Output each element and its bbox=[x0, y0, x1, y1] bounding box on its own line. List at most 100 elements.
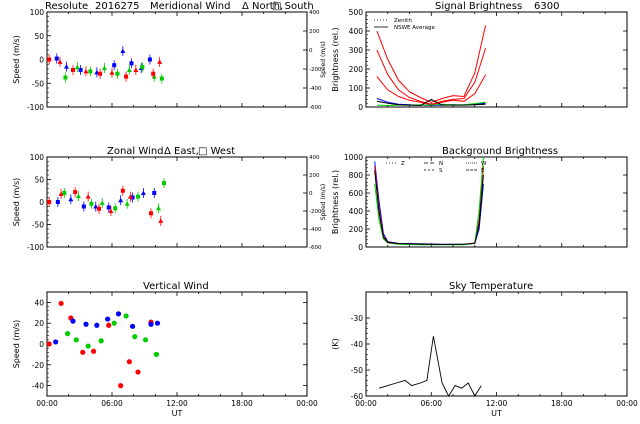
sky-x-tick-label: 00:00 bbox=[616, 399, 638, 408]
meridional-y-tick-label: -50 bbox=[32, 79, 44, 88]
vertical-point bbox=[106, 322, 112, 328]
meridional-point bbox=[88, 69, 93, 74]
signal-y-tick-label: 100 bbox=[349, 84, 364, 93]
vertical-point bbox=[115, 311, 122, 317]
zonal-point bbox=[120, 188, 125, 193]
zonal-point bbox=[73, 190, 78, 195]
zonal-right-y-tick-label: 0 bbox=[309, 191, 313, 197]
zonal-point bbox=[81, 204, 86, 209]
background-y-tick-label: 0 bbox=[358, 243, 363, 252]
zonal-panel: Zonal Wind Δ East, □ West -100 -50 0 50 100 Spee… bbox=[12, 146, 327, 252]
vertical-x-tick-label: 12:00 bbox=[166, 399, 188, 408]
zonal-y-tick-label: -50 bbox=[32, 221, 44, 230]
sky-x-tick-label: 00:00 bbox=[355, 399, 377, 408]
zonal-point bbox=[149, 211, 153, 216]
vertical-x-tick-label: 18:00 bbox=[231, 399, 253, 408]
zonal-point bbox=[85, 194, 91, 199]
zonal-point bbox=[158, 218, 164, 223]
background-legend-label: Z bbox=[401, 161, 405, 167]
background-legend-label: S bbox=[439, 168, 443, 174]
zonal-title-part: Δ East, bbox=[164, 146, 199, 157]
background-panel: Background Brightness 0 200 400 600 800 1000 Br… bbox=[331, 146, 628, 252]
vertical-y-tick-label: 40 bbox=[34, 298, 44, 307]
zonal-y-tick-label: -100 bbox=[27, 243, 44, 252]
zonal-y-tick-label: 0 bbox=[39, 198, 44, 207]
zonal-point bbox=[75, 193, 81, 199]
zonal-point bbox=[113, 206, 118, 211]
meridional-right-y-tick-label: 200 bbox=[309, 29, 320, 35]
sky-series-line bbox=[378, 336, 482, 397]
signal-series-line bbox=[376, 25, 487, 103]
meridional-point bbox=[83, 68, 89, 74]
signal-y-axis-label: Brightness (rel.) bbox=[331, 27, 340, 91]
zonal-point bbox=[58, 191, 64, 196]
vertical-point bbox=[94, 322, 100, 328]
vertical-plot-frame bbox=[46, 291, 308, 397]
zonal-point bbox=[97, 206, 101, 211]
zonal-right-y-tick-label: -600 bbox=[309, 245, 322, 251]
signal-y-tick-label: 300 bbox=[349, 46, 364, 55]
zonal-point bbox=[140, 190, 146, 195]
zonal-point bbox=[136, 194, 140, 199]
background-y-axis-label: Brightness (rel.) bbox=[331, 170, 340, 234]
signal-panel: Signal Brightness 6300 0 100 200 300 400 500 Bri… bbox=[331, 1, 628, 112]
signal-y-tick-label: 500 bbox=[349, 8, 364, 17]
meridional-right-y-tick-label: -400 bbox=[309, 86, 322, 92]
vertical-point bbox=[73, 337, 79, 343]
zonal-point bbox=[89, 201, 94, 206]
background-legend-label: W bbox=[481, 161, 487, 167]
vertical-point bbox=[111, 320, 117, 326]
zonal-point bbox=[124, 201, 130, 206]
signal-series-line bbox=[376, 98, 486, 107]
zonal-point bbox=[47, 200, 52, 204]
zonal-point bbox=[156, 205, 162, 211]
signal-y-tick-label: 200 bbox=[349, 65, 364, 74]
vertical-panel: Vertical Wind 00:00 06:00 12:00 18:00 00:00 UT… bbox=[12, 281, 318, 418]
zonal-point bbox=[118, 197, 124, 203]
vertical-point bbox=[80, 349, 86, 355]
vertical-point bbox=[58, 300, 64, 307]
background-series-line bbox=[374, 165, 484, 245]
sky-x-tick-label: 18:00 bbox=[551, 399, 573, 408]
meridional-point bbox=[71, 67, 75, 72]
zonal-y-axis-label: Speed (m/s) bbox=[12, 178, 21, 227]
meridional-point bbox=[120, 48, 126, 53]
signal-legend-label: NSWE Average bbox=[394, 25, 435, 31]
sky-x-tick-label: 12:00 bbox=[486, 399, 508, 408]
meridional-panel: Resolute 2016275 Meridional Wind Δ North,□ … bbox=[12, 1, 327, 112]
meridional-point bbox=[133, 67, 139, 72]
meridional-right-y-tick-label: -200 bbox=[309, 67, 322, 73]
meridional-point bbox=[57, 59, 63, 64]
zonal-right-y-tick-label: 400 bbox=[309, 155, 320, 161]
vertical-point bbox=[85, 343, 91, 349]
vertical-title-part: Vertical Wind bbox=[143, 281, 209, 292]
zonal-plot-frame bbox=[46, 156, 308, 248]
zonal-point bbox=[68, 196, 74, 202]
meridional-point bbox=[74, 64, 80, 70]
meridional-point bbox=[64, 64, 69, 69]
background-series-line bbox=[374, 170, 484, 246]
meridional-y-tick-label: 0 bbox=[39, 56, 44, 65]
meridional-point bbox=[151, 71, 156, 76]
vertical-x-tick-label: 06:00 bbox=[101, 399, 123, 408]
zonal-point bbox=[106, 205, 111, 210]
signal-title-part: 6300 bbox=[534, 1, 559, 12]
signal-legend-label: Zenith bbox=[394, 18, 412, 24]
zonal-y-tick-label: 50 bbox=[34, 176, 44, 185]
meridional-point bbox=[157, 59, 163, 64]
sky-y-tick-label: -30 bbox=[351, 314, 363, 323]
sky-y-tick-label: -60 bbox=[351, 392, 363, 401]
zonal-point bbox=[152, 191, 157, 195]
meridional-y-axis-label: Speed (m/s) bbox=[12, 35, 21, 84]
vertical-point bbox=[64, 331, 71, 337]
background-y-tick-label: 200 bbox=[349, 225, 364, 234]
meridional-point bbox=[124, 74, 129, 79]
vertical-y-tick-label: -40 bbox=[32, 382, 44, 391]
vertical-point bbox=[70, 318, 76, 324]
vertical-point bbox=[118, 383, 124, 389]
vertical-point bbox=[90, 348, 97, 354]
meridional-title-part: Meridional Wind bbox=[150, 1, 230, 12]
meridional-title-part: Resolute bbox=[45, 1, 88, 12]
vertical-point bbox=[98, 338, 104, 344]
background-y-tick-label: 1000 bbox=[344, 153, 363, 162]
